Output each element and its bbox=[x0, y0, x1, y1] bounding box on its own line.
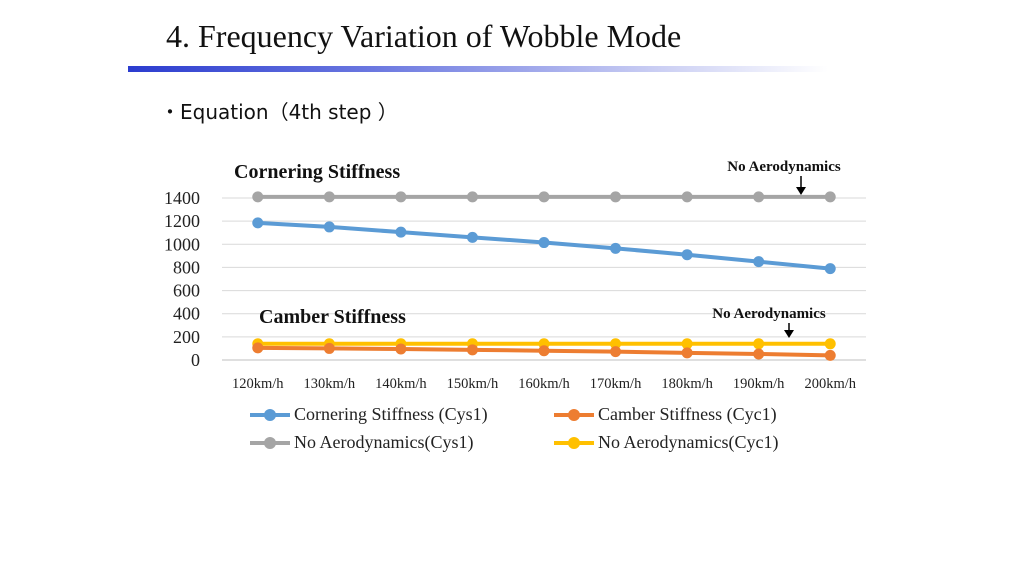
data-point bbox=[538, 345, 550, 357]
legend-swatch-camber bbox=[554, 408, 594, 421]
x-tick-label: 130km/h bbox=[304, 376, 356, 392]
x-tick-label: 180km/h bbox=[661, 376, 713, 392]
y-tick-label: 1000 bbox=[164, 234, 200, 254]
legend-label-camber: Camber Stiffness (Cyc1) bbox=[598, 404, 777, 424]
data-point bbox=[395, 343, 407, 355]
title-underline bbox=[128, 66, 828, 72]
legend-label-no-aero-cyc1: No Aerodynamics(Cyc1) bbox=[598, 432, 779, 452]
cornering-stiffness-label: Cornering Stiffness bbox=[234, 161, 400, 183]
data-point bbox=[466, 344, 478, 356]
x-tick-label: 140km/h bbox=[375, 376, 427, 392]
data-point bbox=[252, 217, 264, 229]
data-point bbox=[323, 191, 335, 203]
arrow-bottom-icon bbox=[784, 323, 794, 338]
camber-stiffness-label: Camber Stiffness bbox=[259, 306, 406, 328]
y-axis-ticks: 0 200 400 600 800 1000 1200 1400 bbox=[164, 188, 200, 370]
data-point bbox=[538, 191, 550, 203]
y-tick-label: 400 bbox=[173, 304, 200, 324]
x-tick-label: 160km/h bbox=[518, 376, 570, 392]
data-point bbox=[681, 249, 693, 261]
data-point bbox=[466, 231, 478, 243]
x-tick-label: 120km/h bbox=[232, 376, 284, 392]
legend-item-cornering-stiffness: Cornering Stiffness (Cys1) bbox=[250, 404, 488, 425]
data-point bbox=[681, 191, 693, 203]
legend-item-camber-stiffness: Camber Stiffness (Cyc1) bbox=[554, 404, 777, 425]
data-point bbox=[824, 191, 836, 203]
x-tick-label: 150km/h bbox=[447, 376, 499, 392]
data-point bbox=[824, 338, 836, 350]
series-0 bbox=[252, 217, 836, 275]
data-point bbox=[538, 237, 550, 249]
legend-swatch-no-aero-cyc1 bbox=[554, 436, 594, 449]
series-layer bbox=[252, 191, 836, 361]
y-tick-label: 1400 bbox=[164, 188, 200, 208]
data-point bbox=[610, 242, 622, 254]
no-aerodynamics-annotation-bottom: No Aerodynamics bbox=[712, 306, 826, 322]
y-tick-label: 1200 bbox=[164, 211, 200, 231]
y-tick-label: 0 bbox=[191, 350, 200, 370]
y-tick-label: 200 bbox=[173, 327, 200, 347]
data-point bbox=[824, 349, 836, 361]
x-tick-label: 200km/h bbox=[804, 376, 856, 392]
data-point bbox=[395, 191, 407, 203]
data-point bbox=[681, 338, 693, 350]
data-point bbox=[753, 338, 765, 350]
arrow-top-icon bbox=[796, 176, 806, 195]
x-axis-ticks: 120km/h 130km/h 140km/h 150km/h 160km/h 170km… bbox=[232, 376, 857, 392]
series-1 bbox=[252, 342, 836, 361]
data-point bbox=[466, 191, 478, 203]
data-point bbox=[395, 226, 407, 238]
data-point bbox=[681, 347, 693, 359]
y-tick-label: 600 bbox=[173, 281, 200, 301]
data-point bbox=[610, 346, 622, 358]
data-point bbox=[824, 263, 836, 275]
y-tick-label: 800 bbox=[173, 257, 200, 277]
series-2 bbox=[252, 191, 836, 203]
data-point bbox=[753, 256, 765, 268]
x-tick-label: 190km/h bbox=[733, 376, 785, 392]
data-point bbox=[753, 348, 765, 360]
slide-title: 4. Frequency Variation of Wobble Mode bbox=[166, 18, 682, 54]
legend-label-cornering: Cornering Stiffness (Cys1) bbox=[294, 404, 488, 424]
data-point bbox=[753, 191, 765, 203]
data-point bbox=[252, 191, 264, 203]
legend-item-no-aero-cyc1: No Aerodynamics(Cyc1) bbox=[554, 432, 778, 453]
legend-swatch-cornering bbox=[250, 408, 290, 421]
data-point bbox=[252, 342, 264, 354]
data-point bbox=[323, 342, 335, 354]
legend-item-no-aero-cys1: No Aerodynamics(Cys1) bbox=[250, 432, 473, 453]
data-point bbox=[323, 221, 335, 233]
x-tick-label: 170km/h bbox=[590, 376, 642, 392]
gridlines bbox=[222, 197, 866, 361]
legend-swatch-no-aero-cys1 bbox=[250, 436, 290, 449]
data-point bbox=[610, 338, 622, 350]
no-aerodynamics-annotation-top: No Aerodynamics bbox=[727, 159, 841, 175]
data-point bbox=[610, 191, 622, 203]
legend-label-no-aero-cys1: No Aerodynamics(Cys1) bbox=[294, 432, 474, 452]
equation-bullet: ・Equation（4th step ） bbox=[160, 100, 398, 124]
